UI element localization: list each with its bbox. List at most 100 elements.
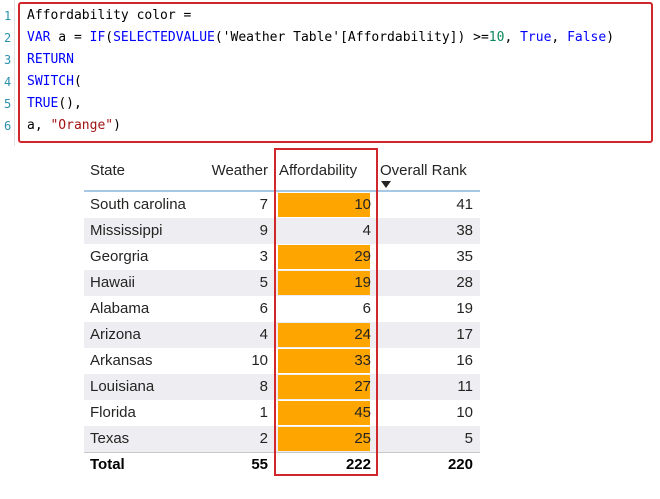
table-row[interactable]: Arizona 4 24 17 — [84, 322, 480, 348]
paren-close: ) — [113, 118, 121, 133]
total-affordability: 222 — [345, 456, 371, 473]
table-row[interactable]: Alabama 6 6 19 — [84, 296, 480, 322]
code-line-4: SWITCH( — [27, 71, 82, 93]
function-switch: SWITCH — [27, 74, 74, 89]
cell-weather: 2 — [259, 430, 268, 447]
cell-weather: 5 — [259, 274, 268, 291]
function-selectedvalue: SELECTEDVALUE — [113, 30, 215, 45]
line-number: 6 — [4, 119, 12, 133]
cell-affordability: 33 — [354, 352, 371, 369]
line-number: 2 — [4, 31, 12, 45]
total-label: Total — [90, 456, 125, 473]
paren-close: ) — [606, 30, 615, 45]
number-literal: 10 — [488, 30, 505, 45]
line-number: 3 — [4, 53, 12, 67]
cell-affordability: 6 — [362, 300, 371, 317]
table-row[interactable]: Hawaii 5 19 28 — [84, 270, 480, 296]
cell-affordability: 19 — [354, 274, 371, 291]
cell-state: Mississippi — [90, 222, 163, 239]
column-header-affordability[interactable]: Affordability — [279, 162, 358, 179]
string-literal: "Orange" — [50, 118, 114, 133]
conditional-format-fill — [278, 427, 370, 451]
line-number: 5 — [4, 97, 12, 111]
cell-state: Louisiana — [90, 378, 155, 395]
conditional-format-fill — [278, 349, 370, 373]
cell-state: Hawaii — [90, 274, 136, 291]
cell-affordability: 45 — [354, 404, 371, 421]
column-header-state[interactable]: State — [90, 162, 126, 179]
keyword-var: VAR — [27, 30, 51, 45]
cell-affordability: 27 — [354, 378, 371, 395]
cell-affordability: 24 — [354, 326, 371, 343]
separator: , — [551, 30, 568, 45]
cell-weather: 9 — [259, 222, 268, 239]
cell-state: Florida — [90, 404, 136, 421]
total-weather: 55 — [251, 456, 268, 473]
cell-overall-rank: 16 — [456, 352, 473, 369]
cell-overall-rank: 41 — [456, 196, 473, 213]
code-line-5: TRUE(), — [27, 93, 82, 115]
cell-overall-rank: 17 — [456, 326, 473, 343]
total-overall-rank: 220 — [447, 456, 473, 473]
column-header-overall-rank[interactable]: Overall Rank — [380, 162, 467, 179]
table-row[interactable]: Florida 1 45 10 — [84, 400, 480, 426]
cell-overall-rank: 19 — [456, 300, 473, 317]
cell-weather: 8 — [259, 378, 268, 395]
variable-assignment: a = — [50, 30, 90, 45]
cell-overall-rank: 28 — [456, 274, 473, 291]
code-line-3: RETURN — [27, 49, 74, 71]
table-row[interactable]: Georgria 3 29 35 — [84, 244, 480, 270]
cell-state: Alabama — [90, 300, 150, 317]
conditional-format-fill — [278, 245, 370, 269]
line-number-gutter: 1 2 3 4 5 6 — [0, 0, 15, 146]
cell-affordability: 29 — [354, 248, 371, 265]
cell-state: Texas — [90, 430, 130, 447]
cell-affordability: 4 — [362, 222, 371, 239]
cell-state: South carolina — [90, 196, 186, 213]
column-reference: ('Weather Table'[Affordability]) >= — [214, 30, 489, 45]
measure-name: Affordability color = — [27, 8, 192, 23]
code-line-1: Affordability color = — [27, 5, 191, 27]
function-if: IF — [89, 30, 106, 45]
separator: , — [504, 30, 521, 45]
code-line-6: a, "Orange") — [27, 115, 121, 137]
sort-descending-icon[interactable] — [381, 181, 391, 188]
cell-state: Arizona — [90, 326, 141, 343]
table-row[interactable]: Texas 2 25 5 — [84, 426, 480, 452]
code-annotation-box — [18, 2, 653, 143]
table-row[interactable]: South carolina 7 10 41 — [84, 192, 480, 218]
conditional-format-fill — [278, 271, 370, 295]
conditional-format-fill — [278, 193, 370, 217]
cell-state: Arkansas — [90, 352, 153, 369]
table-row[interactable]: Arkansas 10 33 16 — [84, 348, 480, 374]
cell-state: Georgria — [90, 248, 149, 265]
cell-weather: 6 — [259, 300, 268, 317]
cell-overall-rank: 38 — [456, 222, 473, 239]
false-literal: False — [567, 30, 607, 45]
affordability-column-annotation-box — [274, 148, 378, 476]
conditional-format-fill — [278, 401, 370, 425]
cell-overall-rank: 10 — [456, 404, 473, 421]
cell-weather: 7 — [259, 196, 268, 213]
cell-overall-rank: 11 — [457, 378, 473, 395]
column-header-weather[interactable]: Weather — [211, 162, 268, 179]
cell-weather: 1 — [259, 404, 268, 421]
cell-weather: 4 — [259, 326, 268, 343]
function-true: TRUE — [27, 96, 59, 111]
table-header: State Weather Affordability Overall Rank — [84, 154, 480, 190]
total-row: Total 55 222 220 — [84, 452, 480, 479]
cell-overall-rank: 35 — [456, 248, 473, 265]
conditional-format-fill — [278, 375, 370, 399]
keyword-return: RETURN — [27, 52, 74, 67]
true-literal: True — [520, 30, 552, 45]
table-row[interactable]: Louisiana 8 27 11 — [84, 374, 480, 400]
variable-ref: a, — [27, 118, 51, 133]
line-number: 4 — [4, 75, 12, 89]
dax-formula-editor[interactable]: 1 2 3 4 5 6 Affordability color = VAR a … — [0, 0, 660, 146]
cell-weather: 3 — [259, 248, 268, 265]
header-divider — [84, 190, 480, 192]
cell-overall-rank: 5 — [464, 430, 473, 447]
cell-affordability: 25 — [354, 430, 371, 447]
table-row[interactable]: Mississippi 9 4 38 — [84, 218, 480, 244]
code-line-2: VAR a = IF(SELECTEDVALUE('Weather Table'… — [27, 27, 614, 49]
